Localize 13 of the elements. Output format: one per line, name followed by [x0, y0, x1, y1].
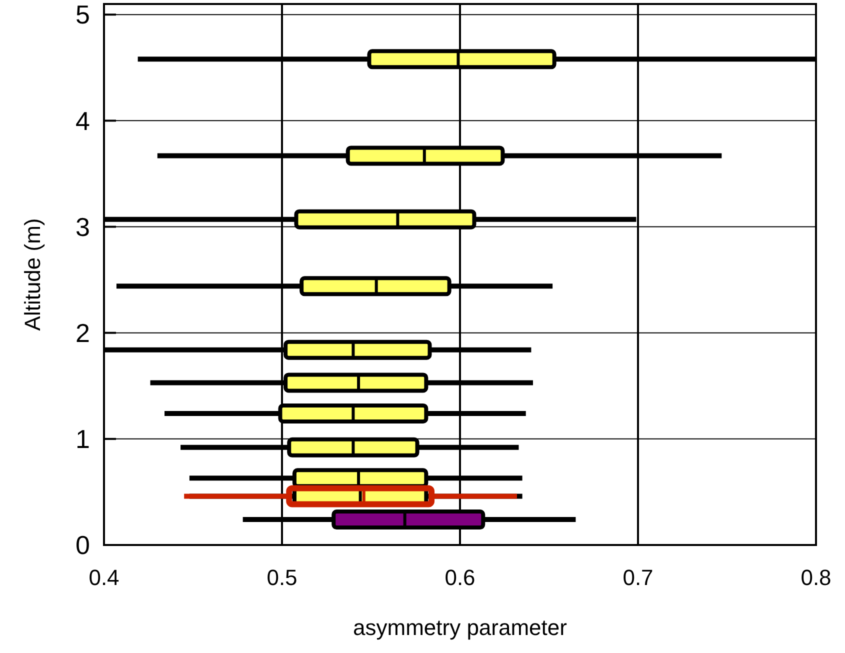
y-tick-label: 3 — [76, 212, 90, 242]
y-axis-title: Altitude (m) — [20, 218, 45, 331]
x-tick-label: 0.7 — [622, 565, 654, 590]
x-axis-title: asymmetry parameter — [353, 615, 567, 640]
y-tick-label: 5 — [76, 0, 90, 30]
x-tick-label: 0.8 — [800, 565, 832, 590]
y-tick-label: 4 — [76, 106, 90, 136]
y-tick-label: 2 — [76, 318, 90, 348]
x-tick-label: 0.6 — [444, 565, 476, 590]
y-tick-label: 1 — [76, 424, 90, 454]
x-tick-label: 0.4 — [88, 565, 120, 590]
y-tick-label: 0 — [76, 530, 90, 560]
x-tick-label: 0.5 — [266, 565, 298, 590]
